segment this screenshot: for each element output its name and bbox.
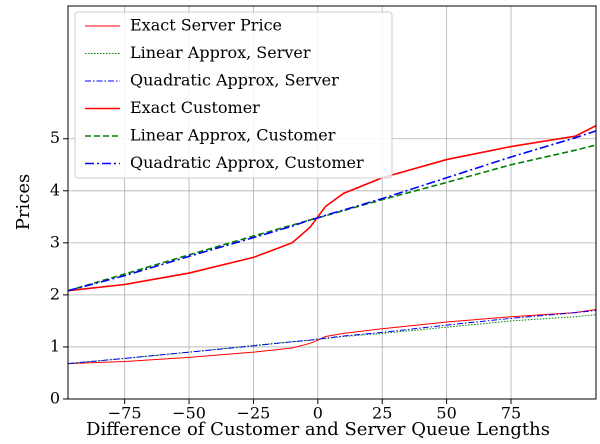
x-tick-label: −75 <box>108 404 142 423</box>
series-line <box>67 310 597 365</box>
y-axis-label: Prices <box>13 174 34 230</box>
x-tick-label: −50 <box>172 404 206 423</box>
legend-label: Quadratic Approx, Server <box>130 71 339 90</box>
legend-label: Linear Approx, Server <box>130 43 311 62</box>
legend-label: Exact Customer <box>130 98 260 117</box>
series-line <box>67 314 597 365</box>
y-tick-label: 1 <box>50 336 60 355</box>
legend: Exact Server Price Linear Approx, Server Q… <box>74 11 393 179</box>
y-tick-label: 2 <box>50 284 60 303</box>
plot-frame <box>67 5 597 400</box>
x-tick-label: 0 <box>313 404 323 423</box>
x-tick-label: −25 <box>237 404 271 423</box>
legend-label: Exact Server Price <box>130 16 282 35</box>
x-tick-label: 50 <box>436 404 456 423</box>
legend-label: Linear Approx, Customer <box>130 126 336 145</box>
y-tick-label: 4 <box>50 180 60 199</box>
y-tick-label: 0 <box>50 389 60 408</box>
y-tick-label: 3 <box>50 232 60 251</box>
y-tick-label: 5 <box>50 128 60 147</box>
x-axis-label: Difference of Customer and Server Queue … <box>86 419 550 440</box>
legend-box <box>74 11 393 179</box>
series-line <box>67 125 597 292</box>
x-tick-label: 25 <box>372 404 392 423</box>
series-line <box>67 130 597 292</box>
legend-label: Quadratic Approx, Customer <box>130 153 364 172</box>
x-tick-label: 75 <box>501 404 521 423</box>
series-line <box>67 144 597 292</box>
